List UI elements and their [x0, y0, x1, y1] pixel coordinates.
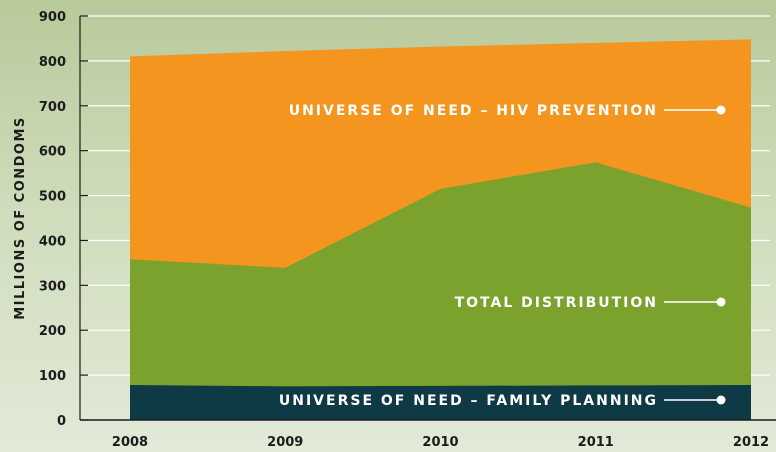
- y-tick-label: 900: [39, 10, 66, 25]
- annotation-hiv-prevention: UNIVERSE OF NEED – HIV PREVENTION: [289, 103, 726, 119]
- axes: [79, 16, 776, 421]
- series-label: UNIVERSE OF NEED – FAMILY PLANNING: [279, 393, 658, 409]
- leader-dot: [716, 395, 726, 405]
- y-tick-label: 400: [39, 234, 66, 249]
- y-tick-label: 100: [39, 369, 66, 384]
- x-tick-label: 2010: [422, 435, 458, 450]
- tick-labels: 0 100 200 300 400 500 600 700 800 900 2008 2009 2010…: [39, 10, 769, 450]
- y-tick-label: 500: [39, 190, 66, 205]
- leader-dot: [716, 105, 726, 115]
- area-family-planning: [130, 384, 751, 420]
- series-annotations: UNIVERSE OF NEED – HIV PREVENTION TOTAL D…: [279, 103, 726, 409]
- annotation-total-distribution: TOTAL DISTRIBUTION: [455, 295, 726, 311]
- y-tick-label: 700: [39, 100, 66, 115]
- y-tick-label: 800: [39, 55, 66, 70]
- x-tick-label: 2011: [578, 435, 614, 450]
- x-tick-label: 2008: [112, 435, 148, 450]
- x-tick-label: 2009: [267, 435, 303, 450]
- series-label: TOTAL DISTRIBUTION: [455, 295, 658, 311]
- series-areas: [130, 39, 751, 421]
- y-tick-label: 0: [57, 414, 66, 429]
- x-tick-label: 2012: [733, 435, 769, 450]
- leader-dot: [716, 297, 726, 307]
- annotation-family-planning: UNIVERSE OF NEED – FAMILY PLANNING: [279, 393, 726, 409]
- y-tick-label: 200: [39, 324, 66, 339]
- y-tick-label: 600: [39, 145, 66, 160]
- y-tick-label: 300: [39, 279, 66, 294]
- area-total-distribution: [130, 162, 751, 421]
- series-label: UNIVERSE OF NEED – HIV PREVENTION: [289, 103, 658, 119]
- y-axis-label: MILLIONS OF CONDOMS: [13, 116, 28, 320]
